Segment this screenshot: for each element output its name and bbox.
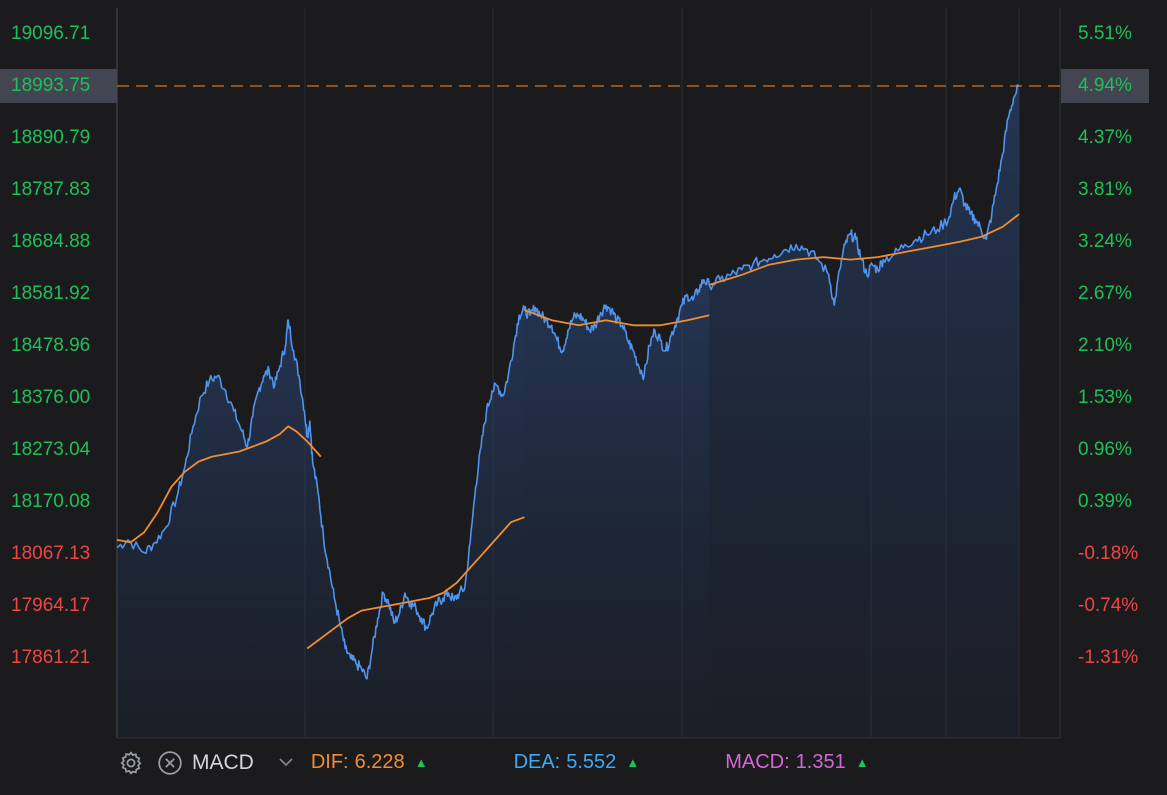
y-axis-right-label: 0.96% [1078,439,1132,460]
ma-line-segment [116,425,322,544]
y-axis-right-label: 1.53% [1078,387,1132,408]
price-line-segment [116,305,526,680]
y-axis-left-label: 18273.04 [11,439,91,460]
y-axis-left-label: 18376.00 [11,387,91,408]
chart-lines [116,84,1020,680]
price-area-segment [709,85,1019,739]
triangle-up-icon: ▲ [414,755,428,770]
y-axis-right-label: 0.39% [1078,491,1132,512]
y-axis-right-label: 3.81% [1078,179,1132,200]
y-axis-left-label: 18581.92 [11,283,91,304]
y-axis-right-label: 2.10% [1078,335,1132,356]
macd-label: MACD: [725,751,790,773]
price-area [117,85,1019,739]
price-line-segment [523,277,711,381]
y-axis-left-label: 18684.88 [11,231,91,252]
price-area-segment [524,278,710,738]
y-axis-right-label: -0.74% [1078,595,1139,616]
dif-readout: DIF: 6.228 ▲ [311,751,428,774]
y-axis-left-label: 19096.71 [11,23,91,44]
y-axis-right-label: 2.67% [1078,283,1132,304]
y-axis-right-label: -0.18% [1078,543,1139,564]
chevron-down-icon[interactable] [278,754,294,772]
y-axis-left-label: 17964.17 [11,595,91,616]
y-axis-left-label: 18890.79 [11,127,91,148]
dea-value: 5.552 [566,751,617,773]
indicator-name[interactable]: MACD [192,750,254,774]
gear-icon[interactable] [117,749,145,777]
y-axis-left-label: 18478.96 [11,335,91,356]
y-axis-left-label: 18067.13 [11,543,91,564]
dif-value: 6.228 [354,751,405,773]
y-axis-left-label: 18993.75 [11,75,91,96]
indicator-bar: MACD DIF: 6.228 ▲ DEA: 5.552 ▲ MACD: 1.3… [117,740,1167,785]
y-axis-right-label: 3.24% [1078,231,1132,252]
macd-readout: MACD: 1.351 ▲ [725,751,868,774]
dea-readout: DEA: 5.552 ▲ [514,751,640,774]
y-axis-right-label: 4.94% [1078,75,1132,96]
current-change-tag-bg [1061,69,1149,103]
dif-label: DIF: [310,751,349,773]
dea-label: DEA: [513,751,561,773]
ma-line-segment [306,516,525,650]
y-axis-left-label: 18787.83 [11,179,91,200]
close-circle-icon[interactable] [156,749,184,777]
ma-line-segment [709,213,1020,286]
macd-value: 1.351 [795,751,846,773]
triangle-up-icon: ▲ [626,755,640,770]
current-price-tag-bg [0,69,117,103]
y-axis-right-label: -1.31% [1078,647,1139,668]
triangle-up-icon: ▲ [855,755,869,770]
y-axis-right-label: 5.51% [1078,23,1132,44]
ma-line-segment [524,309,710,327]
y-axis-left-label: 17861.21 [11,647,91,668]
y-axis-left-label: 18170.08 [11,491,91,512]
y-axis-right-label: 4.37% [1078,127,1132,148]
